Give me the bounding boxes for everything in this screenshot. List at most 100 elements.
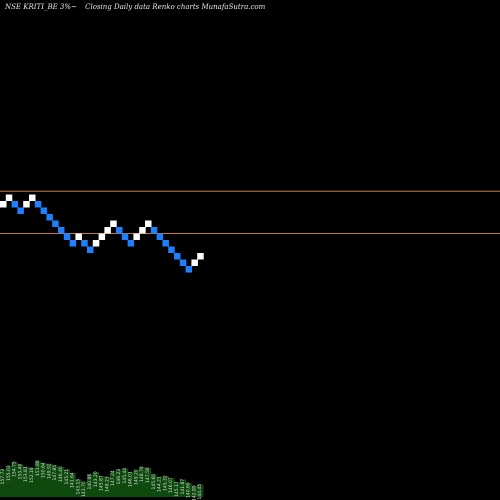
renko-brick-down xyxy=(17,207,24,214)
renko-brick-down xyxy=(46,214,53,221)
renko-brick-down xyxy=(162,240,169,247)
volume-bar xyxy=(81,482,88,497)
renko-brick-up xyxy=(139,227,146,234)
renko-brick-down xyxy=(127,240,135,247)
renko-brick-down xyxy=(185,266,193,273)
volume-bar xyxy=(17,464,24,497)
chart-title: NSE KRITI_BE 3%~ Closing Daily data Renk… xyxy=(5,3,271,11)
renko-brick-down xyxy=(168,246,175,253)
renko-brick-up xyxy=(98,233,106,240)
volume-bar xyxy=(92,472,99,497)
volume-bar xyxy=(69,473,76,497)
renko-brick-down xyxy=(116,227,123,234)
renko-brick-down xyxy=(34,201,42,208)
bottom-label: 151.88 xyxy=(35,460,41,476)
renko-brick-down xyxy=(58,227,65,234)
volume-bar xyxy=(162,476,169,497)
bottom-label: 148.23 xyxy=(104,476,110,492)
bottom-label: 148.78 xyxy=(139,466,145,482)
bottom-label: 157.73 xyxy=(0,469,6,485)
bottom-label: 141.70 xyxy=(81,481,87,497)
volume-bar xyxy=(11,462,18,497)
bottom-label: 143.15 xyxy=(75,479,81,495)
bottom-label: 145.87 xyxy=(99,475,105,491)
bottom-label: 141.87 xyxy=(180,479,186,495)
renko-brick-down xyxy=(69,240,77,247)
bottom-labels: 157.73 155.03 154.75 153.49 153.81 152.18 151.… xyxy=(0,460,203,500)
bottom-label: 145.17 xyxy=(174,481,180,497)
bottom-label: 146.07 xyxy=(168,477,174,493)
bottom-label: 152.18 xyxy=(29,467,35,483)
volume-bar xyxy=(145,468,152,497)
renko-brick-down xyxy=(11,201,19,208)
bottom-label: 145.44 xyxy=(122,468,128,484)
volume-bar xyxy=(110,471,117,497)
volume-bar xyxy=(197,484,204,497)
volume-bar xyxy=(46,464,53,497)
bottom-label: 146.23 xyxy=(116,469,122,485)
volume-bar xyxy=(63,469,70,497)
bottom-label: 141.64 xyxy=(70,472,76,488)
volume-bar xyxy=(58,467,65,497)
bottom-label: 140.69 xyxy=(186,482,192,498)
bottom-label: 145.21 xyxy=(64,469,70,485)
bottom-label: 146.01 xyxy=(128,471,134,487)
renko-brick-up xyxy=(191,259,198,266)
renko-brick-up xyxy=(75,233,82,240)
bottom-label: 147.24 xyxy=(110,470,116,486)
level-lines xyxy=(0,190,500,234)
bottom-label: 142.89 xyxy=(191,485,197,500)
bottom-label: 147.85 xyxy=(52,465,58,481)
volume-bar xyxy=(133,470,140,497)
volume-bar xyxy=(52,465,59,497)
volume-bar xyxy=(87,474,94,497)
volume-bar xyxy=(98,476,105,497)
renko-brick-down xyxy=(179,259,187,266)
volume-bars xyxy=(0,461,204,497)
bottom-label: 144.21 xyxy=(157,476,163,492)
renko-brick-up xyxy=(0,201,7,208)
renko-brick-up xyxy=(197,253,204,260)
volume-bar xyxy=(150,474,157,497)
volume-bar xyxy=(0,469,7,497)
volume-bar xyxy=(191,486,198,497)
renko-brick-down xyxy=(63,233,71,240)
bottom-label: 146.40 xyxy=(58,466,64,482)
chart-symbol: NSE KRITI_BE 3%~ xyxy=(5,3,77,11)
renko-bricks xyxy=(0,194,204,273)
renko-brick-down xyxy=(121,233,129,240)
renko-brick-up xyxy=(104,227,111,234)
renko-brick-down xyxy=(52,220,59,227)
volume-bar xyxy=(174,482,181,497)
renko-brick-down xyxy=(156,233,164,240)
renko-brick-up xyxy=(29,194,36,201)
bottom-label: 144.45 xyxy=(197,484,203,500)
renko-brick-down xyxy=(81,240,88,247)
bottom-label: 149.92 xyxy=(46,463,52,479)
renko-brick-down xyxy=(87,246,94,253)
volume-bar xyxy=(179,479,186,497)
renko-brick-up xyxy=(5,194,13,201)
volume-bar xyxy=(156,477,163,497)
bottom-label: 150.64 xyxy=(41,462,47,478)
volume-bar xyxy=(5,466,12,497)
volume-bar xyxy=(185,483,192,497)
renko-brick-up xyxy=(133,233,140,240)
bottom-label: 149.20 xyxy=(133,469,139,485)
volume-bar xyxy=(121,468,128,497)
volume-bar xyxy=(23,467,30,497)
volume-bar xyxy=(116,469,123,497)
volume-bar xyxy=(75,479,82,497)
renko-brick-up xyxy=(23,201,30,208)
bottom-label: 154.75 xyxy=(12,461,18,477)
renko-brick-up xyxy=(145,220,152,227)
renko-brick-down xyxy=(150,227,158,234)
renko-brick-up xyxy=(110,220,117,227)
bottom-label: 153.49 xyxy=(17,464,23,480)
volume-bar xyxy=(29,468,36,497)
bottom-label: 147.58 xyxy=(145,467,151,483)
bottom-label: 143.20 xyxy=(93,471,99,487)
volume-bar xyxy=(168,478,175,497)
bottom-label: 145.60 xyxy=(151,474,157,490)
